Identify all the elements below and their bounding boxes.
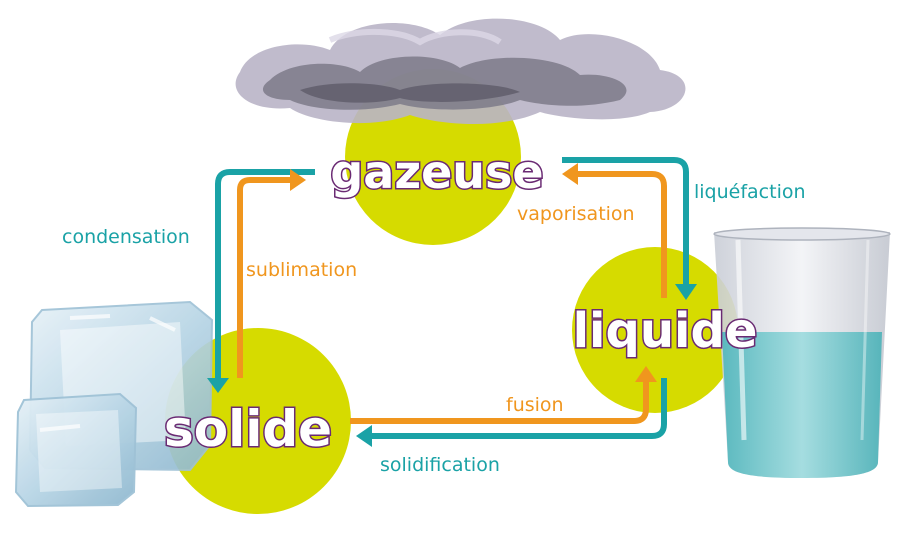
liquid-label: liquide: [573, 303, 758, 359]
vaporisation-arrow: [562, 163, 667, 298]
liquid-circle: [572, 247, 738, 413]
fusion-label: fusion: [506, 394, 564, 416]
ice-cubes-picture: [14, 300, 214, 508]
vaporisation-label: vaporisation: [517, 203, 635, 225]
solidification-label: solidification: [380, 454, 500, 476]
sublimation-label: sublimation: [246, 259, 357, 281]
liquefaction-arrow: [562, 157, 697, 300]
solidification-arrow: [356, 378, 667, 447]
condensation-arrow: [207, 169, 315, 393]
liquefaction-label: liquéfaction: [694, 181, 806, 203]
cloud-picture: [235, 18, 686, 125]
sublimation-arrow: [237, 169, 306, 378]
condensation-label: condensation: [62, 226, 190, 248]
fusion-arrow: [350, 366, 657, 424]
gas-label: gazeuse: [330, 145, 543, 199]
solid-label: solide: [164, 400, 332, 458]
water-glass-picture: [713, 227, 891, 478]
